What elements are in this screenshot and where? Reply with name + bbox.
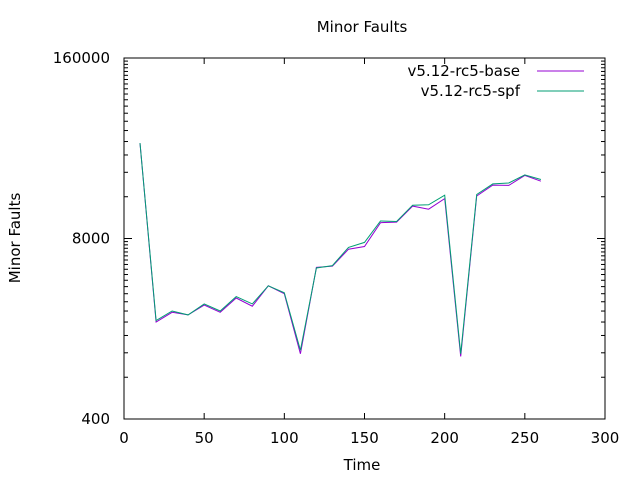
data-point xyxy=(427,208,430,211)
data-point xyxy=(283,291,286,294)
data-point xyxy=(491,182,494,185)
legend-label: v5.12-rc5-base xyxy=(408,62,521,80)
data-point xyxy=(299,352,302,355)
series-1 xyxy=(139,143,542,358)
x-tick-label: 300 xyxy=(591,429,620,447)
data-point xyxy=(187,313,190,316)
x-tick-label: 50 xyxy=(195,429,214,447)
data-point xyxy=(219,310,222,313)
x-tick-label: 250 xyxy=(511,429,540,447)
y-tick-label: 8000 xyxy=(72,230,110,248)
legend: v5.12-rc5-base v5.12-rc5-spf xyxy=(408,62,584,100)
x-tick-label: 200 xyxy=(430,429,459,447)
x-axis-label: Time xyxy=(343,456,381,474)
x-tick-label: 100 xyxy=(270,429,299,447)
data-point xyxy=(539,178,542,181)
data-point xyxy=(155,319,158,322)
data-point xyxy=(507,181,510,184)
data-point xyxy=(523,173,526,176)
data-point xyxy=(203,302,206,305)
x-tick-label: 150 xyxy=(350,429,379,447)
y-tick-label: 160000 xyxy=(53,49,110,67)
axis-ticks xyxy=(123,57,606,420)
data-point xyxy=(379,219,382,222)
data-point xyxy=(139,142,142,145)
data-point xyxy=(267,284,270,287)
axis-tick-labels: 0 50 100 150 200 250 300 400 8000 160000 xyxy=(53,49,620,447)
y-axis-label: Minor Faults xyxy=(6,193,24,284)
plot-frame xyxy=(123,57,606,420)
data-point xyxy=(411,204,414,207)
data-point xyxy=(427,203,430,206)
chart-title: Minor Faults xyxy=(317,18,408,36)
series-2 xyxy=(139,142,542,355)
data-point xyxy=(395,220,398,223)
y-tick-label: 400 xyxy=(81,410,110,428)
data-point xyxy=(475,193,478,196)
data-point xyxy=(459,352,462,355)
x-tick-label: 0 xyxy=(119,429,129,447)
data-point xyxy=(347,246,350,249)
data-point xyxy=(315,267,318,270)
data-point xyxy=(363,241,366,244)
data-point xyxy=(443,194,446,197)
series-layer xyxy=(139,142,542,358)
plot-border xyxy=(123,57,606,420)
series-line xyxy=(139,143,542,357)
data-point xyxy=(251,302,254,305)
legend-label: v5.12-rc5-spf xyxy=(421,82,521,100)
series-line xyxy=(139,143,542,354)
data-point xyxy=(235,295,238,298)
data-point xyxy=(363,245,366,248)
data-point xyxy=(331,264,334,267)
data-point xyxy=(171,310,174,313)
data-point xyxy=(459,355,462,358)
data-point xyxy=(299,349,302,352)
